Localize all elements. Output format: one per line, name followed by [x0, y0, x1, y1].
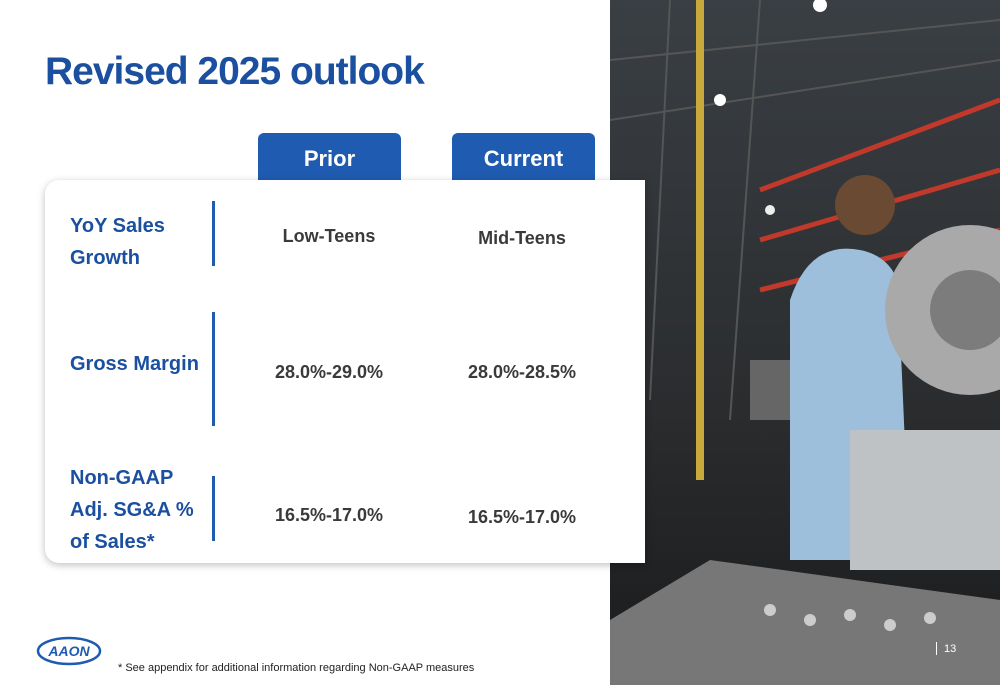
page-number: 13 — [944, 643, 957, 655]
cell: 16.5%-17.0% — [274, 505, 384, 525]
logo: AAON — [36, 636, 102, 666]
factory-photo — [610, 0, 1000, 685]
column-header: Current — [452, 133, 595, 180]
cell: 28.0%-29.0% — [274, 362, 384, 382]
separator — [936, 642, 937, 655]
table-card — [45, 180, 645, 563]
cell: Low-Teens — [282, 226, 376, 246]
title: Revised 2025 outlook — [45, 50, 425, 93]
cell: 28.0%-28.5% — [467, 362, 577, 382]
cell: 16.5%-17.0% — [467, 507, 577, 527]
row-label: Non-GAAP Adj. SG&A % of Sales* — [70, 467, 194, 553]
row-label: YoY Sales Growth — [70, 215, 165, 269]
divider — [212, 201, 215, 266]
divider — [212, 476, 215, 541]
column-header: Prior — [258, 133, 401, 180]
logo-text: AAON — [47, 643, 90, 659]
footnote: * See appendix for additional informatio… — [118, 662, 475, 674]
cell: Mid-Teens — [478, 228, 566, 248]
row-label: Gross Margin — [70, 353, 199, 375]
divider — [212, 312, 215, 426]
